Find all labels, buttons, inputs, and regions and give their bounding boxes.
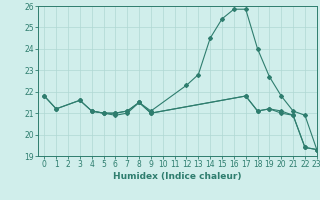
X-axis label: Humidex (Indice chaleur): Humidex (Indice chaleur) — [113, 172, 242, 181]
